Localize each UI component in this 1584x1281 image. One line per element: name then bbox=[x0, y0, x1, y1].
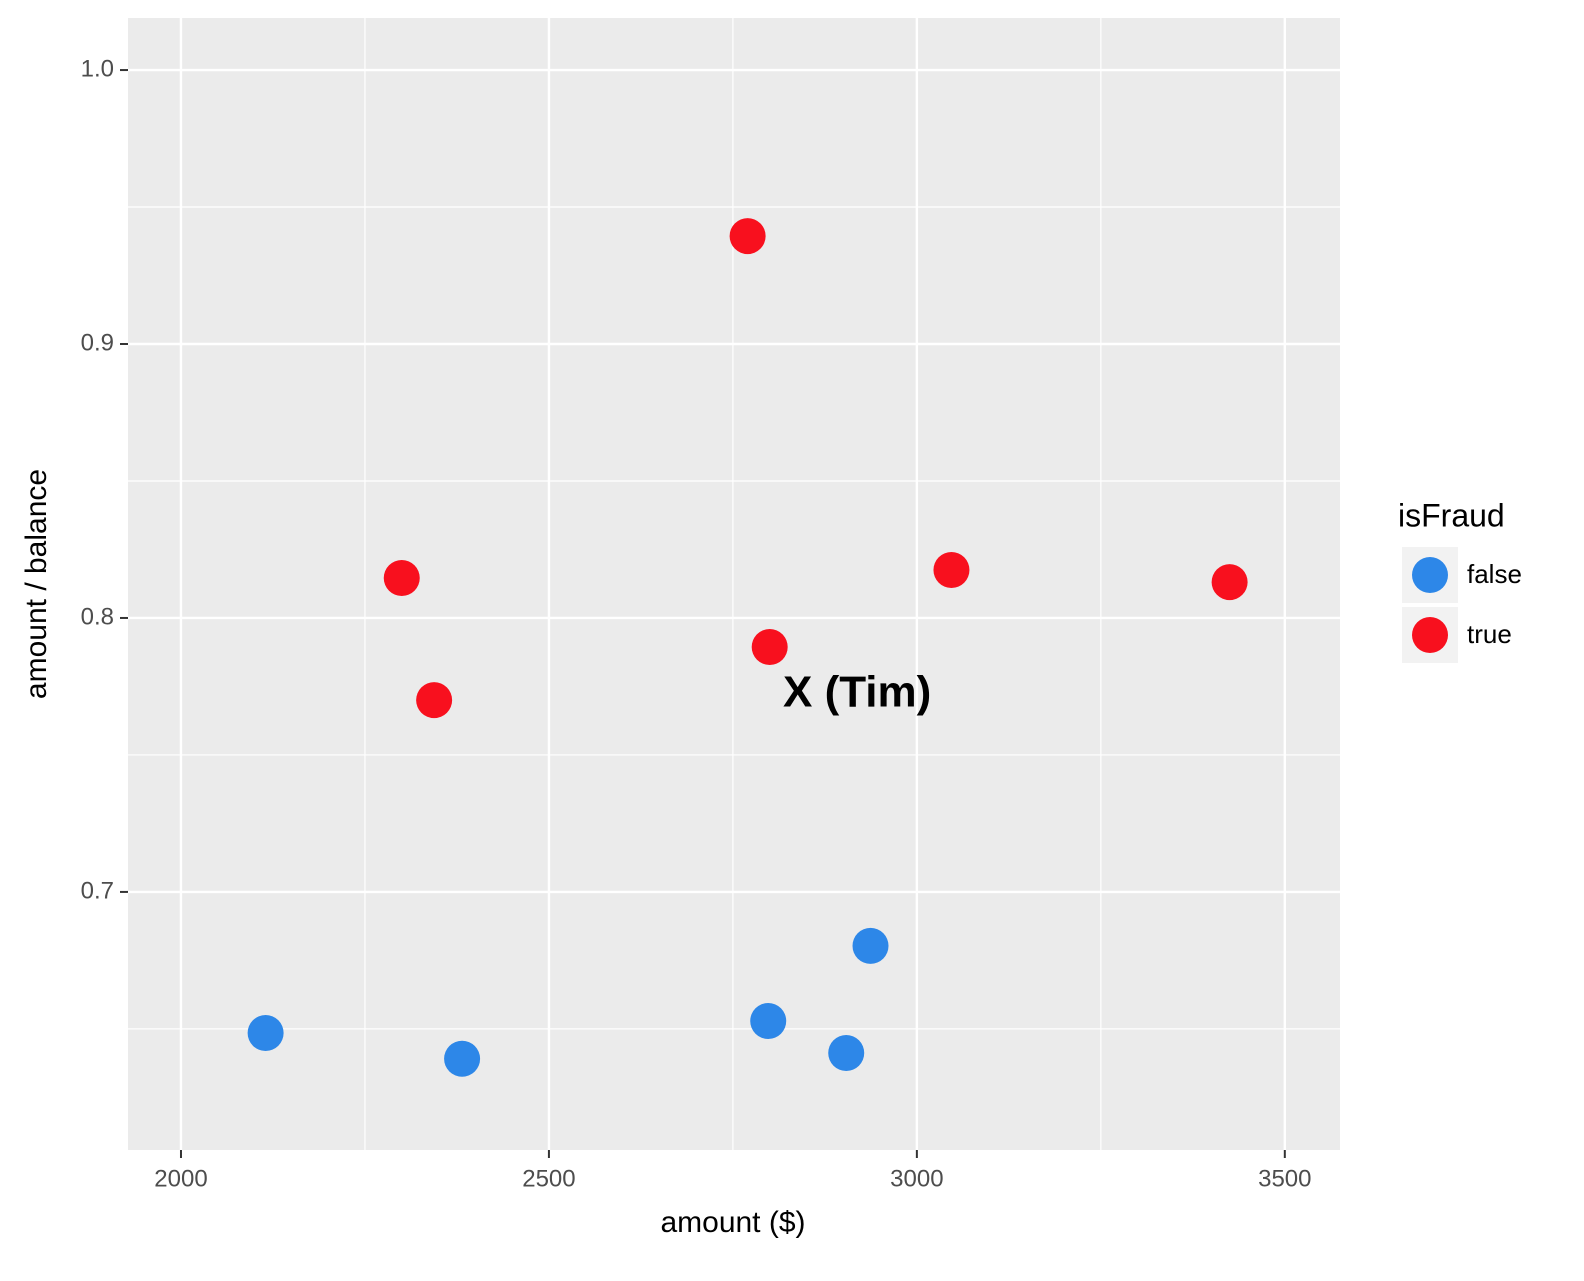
y-axis-title: amount / balance bbox=[20, 469, 53, 699]
point bbox=[933, 552, 970, 589]
point bbox=[1211, 564, 1248, 601]
point bbox=[750, 1002, 787, 1039]
point bbox=[852, 927, 889, 964]
y-tick-label: 0.8 bbox=[81, 603, 114, 630]
y-tick-label: 0.9 bbox=[81, 329, 114, 356]
legend-swatch bbox=[1412, 617, 1448, 653]
x-tick-label: 2500 bbox=[522, 1165, 575, 1192]
annotation: X (Tim) bbox=[783, 668, 931, 717]
x-tick-label: 2000 bbox=[154, 1165, 207, 1192]
x-tick-label: 3500 bbox=[1258, 1165, 1311, 1192]
x-tick-label: 3000 bbox=[890, 1165, 943, 1192]
point bbox=[729, 218, 766, 255]
point bbox=[416, 682, 453, 719]
point bbox=[247, 1015, 284, 1052]
point bbox=[751, 629, 788, 666]
y-tick-label: 1.0 bbox=[81, 55, 114, 82]
point bbox=[383, 559, 420, 596]
panel bbox=[128, 18, 1340, 1150]
legend-label: true bbox=[1467, 619, 1512, 649]
y-tick-label: 0.7 bbox=[81, 877, 114, 904]
legend-swatch bbox=[1412, 557, 1448, 593]
x-axis-title: amount ($) bbox=[660, 1206, 805, 1239]
legend-label: false bbox=[1467, 559, 1522, 589]
point bbox=[828, 1035, 865, 1072]
point bbox=[444, 1040, 481, 1077]
legend-title: isFraud bbox=[1398, 497, 1505, 533]
